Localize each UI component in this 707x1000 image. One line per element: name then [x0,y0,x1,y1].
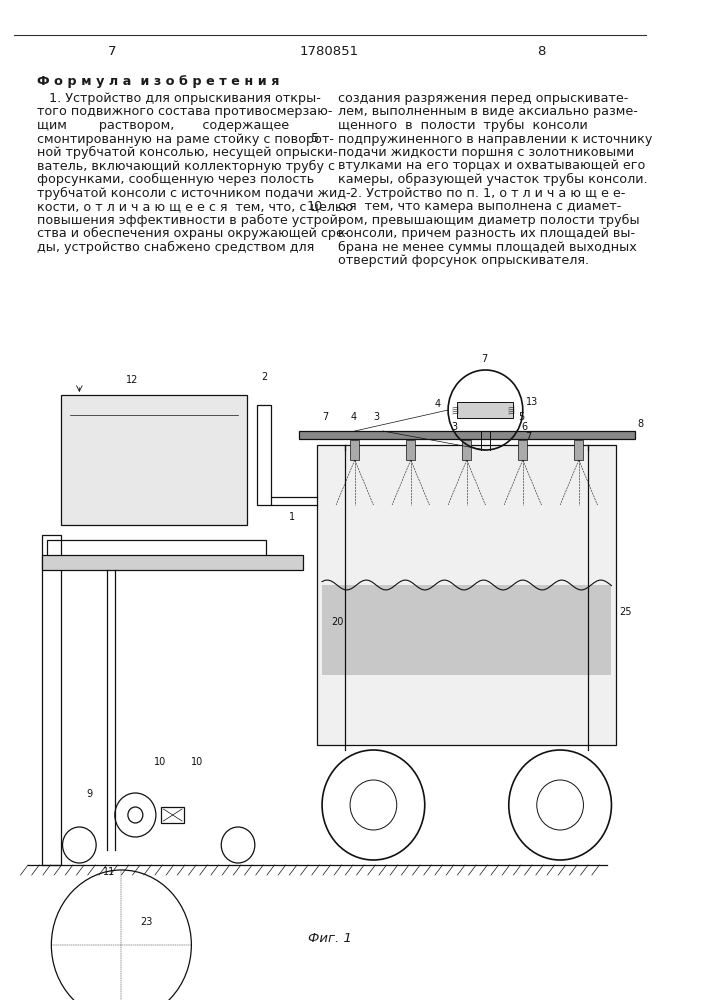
Bar [61,395,247,525]
Bar [457,402,513,418]
Text: 10: 10 [154,757,166,767]
Text: 25: 25 [619,607,631,617]
Bar [322,585,612,675]
Text: Фиг. 1: Фиг. 1 [308,932,351,945]
Text: ды, устройство снабжено средством для: ды, устройство снабжено средством для [37,240,315,254]
Text: отверстий форсунок опрыскивателя.: отверстий форсунок опрыскивателя. [338,254,589,267]
Text: форсунками, сообщенную через полость: форсунками, сообщенную через полость [37,173,315,186]
Text: 13: 13 [525,397,538,407]
Text: консоли, причем разность их площадей вы-: консоли, причем разность их площадей вы- [338,227,635,240]
Text: 20: 20 [332,617,344,627]
Bar [574,440,583,460]
Text: повышения эффективности в работе устрой-: повышения эффективности в работе устрой- [37,214,343,227]
Text: щим        раствором,       содержащее: щим раствором, содержащее [37,119,289,132]
Text: ром, превышающим диаметр полости трубы: ром, превышающим диаметр полости трубы [338,214,640,227]
Text: щенного  в  полости  трубы  консоли: щенного в полости трубы консоли [338,119,588,132]
Text: с я  тем, что камера выполнена с диамет-: с я тем, что камера выполнена с диамет- [338,200,621,213]
Text: Ф о р м у л а  и з о б р е т е н и я: Ф о р м у л а и з о б р е т е н и я [37,75,280,88]
Bar [42,535,61,865]
Text: ватель, включающий коллекторную трубу с: ватель, включающий коллекторную трубу с [37,159,335,173]
Text: 7: 7 [107,45,116,58]
Text: 5: 5 [310,132,319,145]
Text: 1780851: 1780851 [300,45,359,58]
Text: создания разряжения перед опрыскивате-: создания разряжения перед опрыскивате- [338,92,629,105]
Text: 7: 7 [481,354,487,364]
Text: лем, выполненным в виде аксиально разме-: лем, выполненным в виде аксиально разме- [338,105,638,118]
Text: ной трубчатой консолью, несущей опрыски-: ной трубчатой консолью, несущей опрыски- [37,146,338,159]
Text: 4: 4 [350,412,356,422]
Text: 4: 4 [434,399,440,409]
Text: 8: 8 [638,419,643,429]
Text: 3: 3 [451,422,457,432]
Text: 6: 6 [521,422,527,432]
Text: 2: 2 [262,372,268,382]
Text: 5: 5 [518,412,525,422]
Text: 2. Устройство по п. 1, о т л и ч а ю щ е е-: 2. Устройство по п. 1, о т л и ч а ю щ е… [338,186,625,200]
Bar [518,440,527,460]
Text: 1: 1 [289,512,296,522]
Text: 9: 9 [87,789,93,799]
Text: 11: 11 [103,867,115,877]
Text: 10: 10 [192,757,204,767]
Text: камеры, образующей участок трубы консоли.: камеры, образующей участок трубы консоли… [338,173,648,186]
Text: 12: 12 [126,375,139,385]
Text: того подвижного состава противосмерзаю-: того подвижного состава противосмерзаю- [37,105,333,118]
Text: втулками на его торцах и охватывающей его: втулками на его торцах и охватывающей ег… [338,159,645,172]
Bar [406,440,416,460]
Text: кости, о т л и ч а ю щ е е с я  тем, что, с целью: кости, о т л и ч а ю щ е е с я тем, что,… [37,200,354,213]
Text: трубчатой консоли с источником подачи жид-: трубчатой консоли с источником подачи жи… [37,186,351,200]
Bar [299,431,635,439]
Text: 3: 3 [373,412,380,422]
Bar [47,540,266,565]
Bar [161,807,184,823]
Bar [42,555,303,570]
Text: 7: 7 [322,412,328,422]
Text: 10: 10 [306,200,322,213]
Text: ства и обеспечения охраны окружающей сре-: ства и обеспечения охраны окружающей сре… [37,227,349,240]
Text: смонтированную на раме стойку с поворот-: смонтированную на раме стойку с поворот- [37,132,334,145]
Bar [462,440,472,460]
Bar [317,445,616,745]
Bar [350,440,359,460]
Text: подпружиненного в направлении к источнику: подпружиненного в направлении к источник… [338,132,653,145]
Text: 1. Устройство для опрыскивания откры-: 1. Устройство для опрыскивания откры- [37,92,321,105]
Text: 23: 23 [140,917,153,927]
Text: 8: 8 [537,45,546,58]
Bar [257,405,271,505]
Text: брана не менее суммы площадей выходных: брана не менее суммы площадей выходных [338,240,637,254]
Text: подачи жидкости поршня с золотниковыми: подачи жидкости поршня с золотниковыми [338,146,634,159]
Text: 7: 7 [525,432,532,442]
